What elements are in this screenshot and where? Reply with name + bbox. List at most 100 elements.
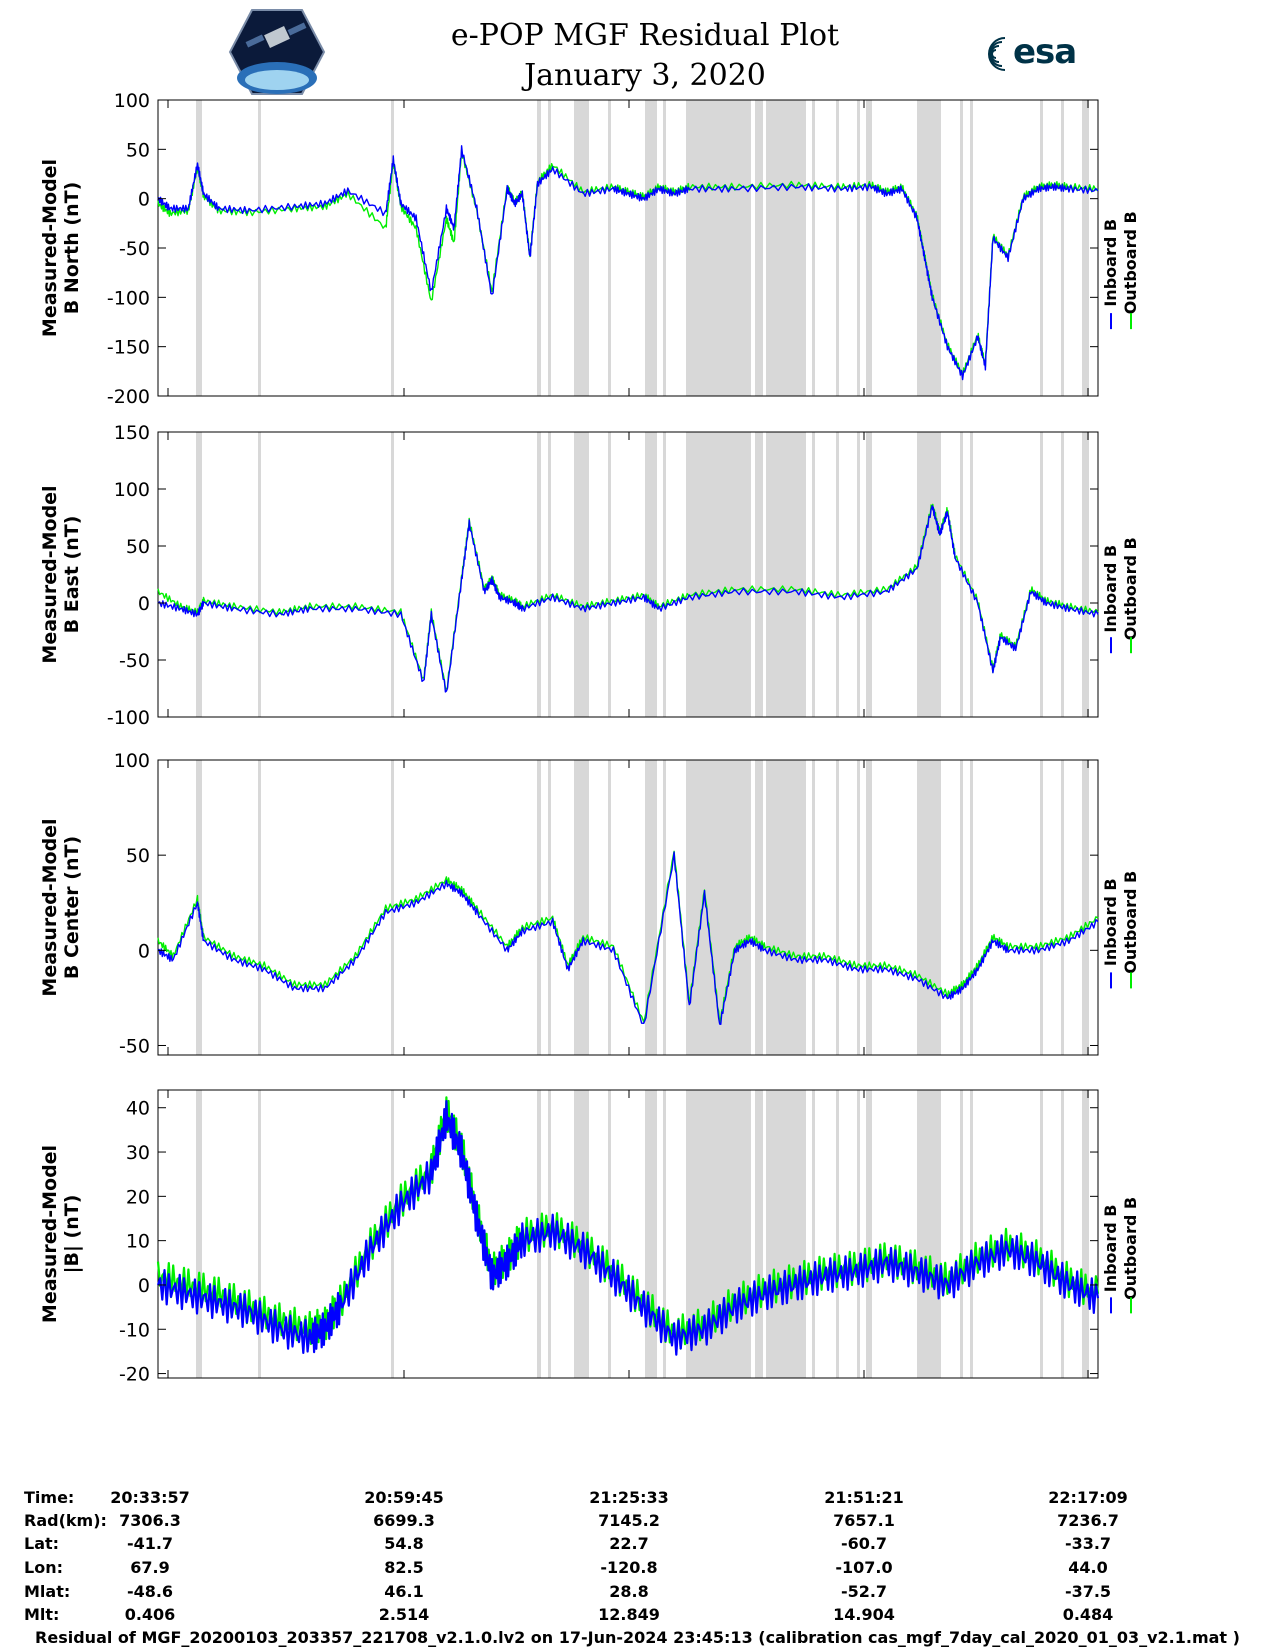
data-gap-band	[645, 432, 657, 717]
data-gap-band	[812, 100, 815, 396]
data-gap-band	[1040, 760, 1043, 1055]
data-gap-band	[1061, 1090, 1064, 1378]
esa-logo-text: esa	[1013, 32, 1077, 72]
y-axis-label-line: B Center (nT)	[61, 836, 83, 979]
legend-inboard-label: Inboard B	[1101, 878, 1120, 966]
info-cell: 20:59:45	[364, 1488, 444, 1507]
data-gap-band	[645, 760, 657, 1055]
data-gap-band	[1082, 1090, 1089, 1378]
data-gap-band	[836, 100, 839, 396]
data-gap-band	[258, 100, 261, 396]
data-gap-band	[196, 1090, 202, 1378]
plot-frame	[157, 99, 1099, 397]
data-gap-band	[866, 432, 872, 717]
info-cell: 0.406	[124, 1605, 176, 1624]
info-cell: 12.849	[598, 1605, 660, 1624]
info-cell: -60.7	[840, 1534, 888, 1553]
info-cell: 6699.3	[373, 1511, 435, 1530]
info-row-label: Lat:	[24, 1534, 60, 1553]
info-cell: 20:33:57	[110, 1488, 190, 1507]
y-tick-label: -50	[119, 1035, 150, 1057]
data-gap-band	[766, 760, 806, 1055]
series-line-outboard	[157, 149, 1099, 378]
orbit-info-table: Time: Rad(km): Lat: Lon: Mlat: Mlt: 20:33:57 73…	[0, 1460, 1275, 1624]
data-gap-band	[917, 1090, 941, 1378]
info-cell: 2.514	[378, 1605, 430, 1624]
series-line-inboard	[157, 505, 1099, 693]
data-gap-band	[1040, 100, 1043, 396]
info-cell: 22.7	[609, 1534, 649, 1553]
legend-inboard-label: Inboard B	[1101, 219, 1120, 307]
data-gap-band	[960, 760, 963, 1055]
data-gap-band	[970, 1090, 973, 1378]
data-gap-band	[960, 100, 963, 396]
data-gap-band	[608, 760, 611, 1055]
data-gap-band	[755, 760, 763, 1055]
data-gap-band	[917, 432, 941, 717]
data-gap-band	[960, 432, 963, 717]
y-tick-label: -50	[119, 650, 150, 672]
y-tick-label: -10	[119, 1319, 150, 1341]
info-cell: 54.8	[384, 1534, 424, 1553]
info-row-label: Rad(km):	[24, 1511, 107, 1530]
y-tick-label: 0	[138, 940, 150, 962]
plot-frame	[157, 759, 1099, 1056]
data-gap-band	[258, 760, 261, 1055]
esa-logo: esa	[975, 32, 1095, 76]
data-gap-band	[917, 100, 941, 396]
plot-frame	[157, 431, 1099, 718]
data-gap-band	[391, 100, 394, 396]
y-tick-label: 100	[114, 750, 150, 772]
data-gap-band	[663, 1090, 666, 1378]
panel-3: 100 50 0 -50 Measured-ModelB Center (nT) Inbo…	[39, 750, 1140, 1057]
data-gap-band	[866, 1090, 872, 1378]
info-row-label: Mlat:	[24, 1582, 71, 1601]
info-cell: 21:25:33	[589, 1488, 669, 1507]
y-tick-label: 0	[138, 593, 150, 615]
series-line-inboard	[157, 145, 1099, 381]
data-gap-band	[258, 1090, 261, 1378]
data-gap-band	[1040, 1090, 1043, 1378]
panel-4: 40 30 20 10 0 -10 -20 Measured-Model|B| (nT) Inb…	[39, 1089, 1140, 1386]
info-cell: 82.5	[384, 1558, 424, 1577]
y-axis-label-line: B North (nT)	[61, 182, 83, 315]
data-gap-band	[755, 1090, 763, 1378]
info-cell: 7236.7	[1057, 1511, 1119, 1530]
y-axis-label: Measured-ModelB East (nT)	[39, 485, 83, 663]
legend-outboard-label: Outboard B	[1121, 871, 1140, 974]
info-row-label: Time:	[24, 1488, 75, 1507]
title-line2: January 3, 2020	[524, 58, 766, 93]
data-gap-band	[812, 760, 815, 1055]
info-cell: 0.484	[1062, 1605, 1114, 1624]
y-tick-label: 10	[126, 1231, 150, 1253]
y-axis-label-line: B East (nT)	[61, 516, 83, 634]
data-gap-band	[836, 1090, 839, 1378]
y-tick-label: 50	[126, 845, 150, 867]
series-line-outboard	[157, 850, 1099, 1025]
data-gap-band	[537, 432, 541, 717]
footer-caption: Residual of MGF_20200103_203357_221708_v…	[35, 1628, 1240, 1647]
data-gap-band	[663, 100, 666, 396]
legend-outboard-label: Outboard B	[1121, 1197, 1140, 1300]
data-gap-band	[917, 760, 941, 1055]
data-gap-band	[686, 432, 751, 717]
data-gap-band	[608, 100, 611, 396]
y-tick-label: 0	[138, 189, 150, 211]
y-axis-label-line: |B| (nT)	[61, 1195, 83, 1274]
panel-1: 100 50 0 -50 -100 -150 -200 Measured-ModelB Nor…	[39, 90, 1140, 408]
info-cell: -48.6	[126, 1582, 174, 1601]
data-gap-band	[574, 100, 589, 396]
series-line-inboard	[157, 851, 1099, 1025]
info-cell: 21:51:21	[824, 1488, 904, 1507]
data-gap-band	[391, 1090, 394, 1378]
info-cell: -33.7	[1064, 1534, 1112, 1553]
cassiope-logo	[228, 8, 326, 96]
y-axis-label-line: Measured-Model	[39, 159, 61, 337]
y-axis-label: Measured-ModelB Center (nT)	[39, 818, 83, 996]
y-tick-label: -200	[107, 386, 150, 408]
data-gap-band	[866, 760, 872, 1055]
info-row-label: Lon:	[24, 1558, 63, 1577]
info-cell: 46.1	[384, 1582, 424, 1601]
y-axis-label: Measured-ModelB North (nT)	[39, 159, 83, 337]
series-line-outboard	[157, 503, 1099, 690]
